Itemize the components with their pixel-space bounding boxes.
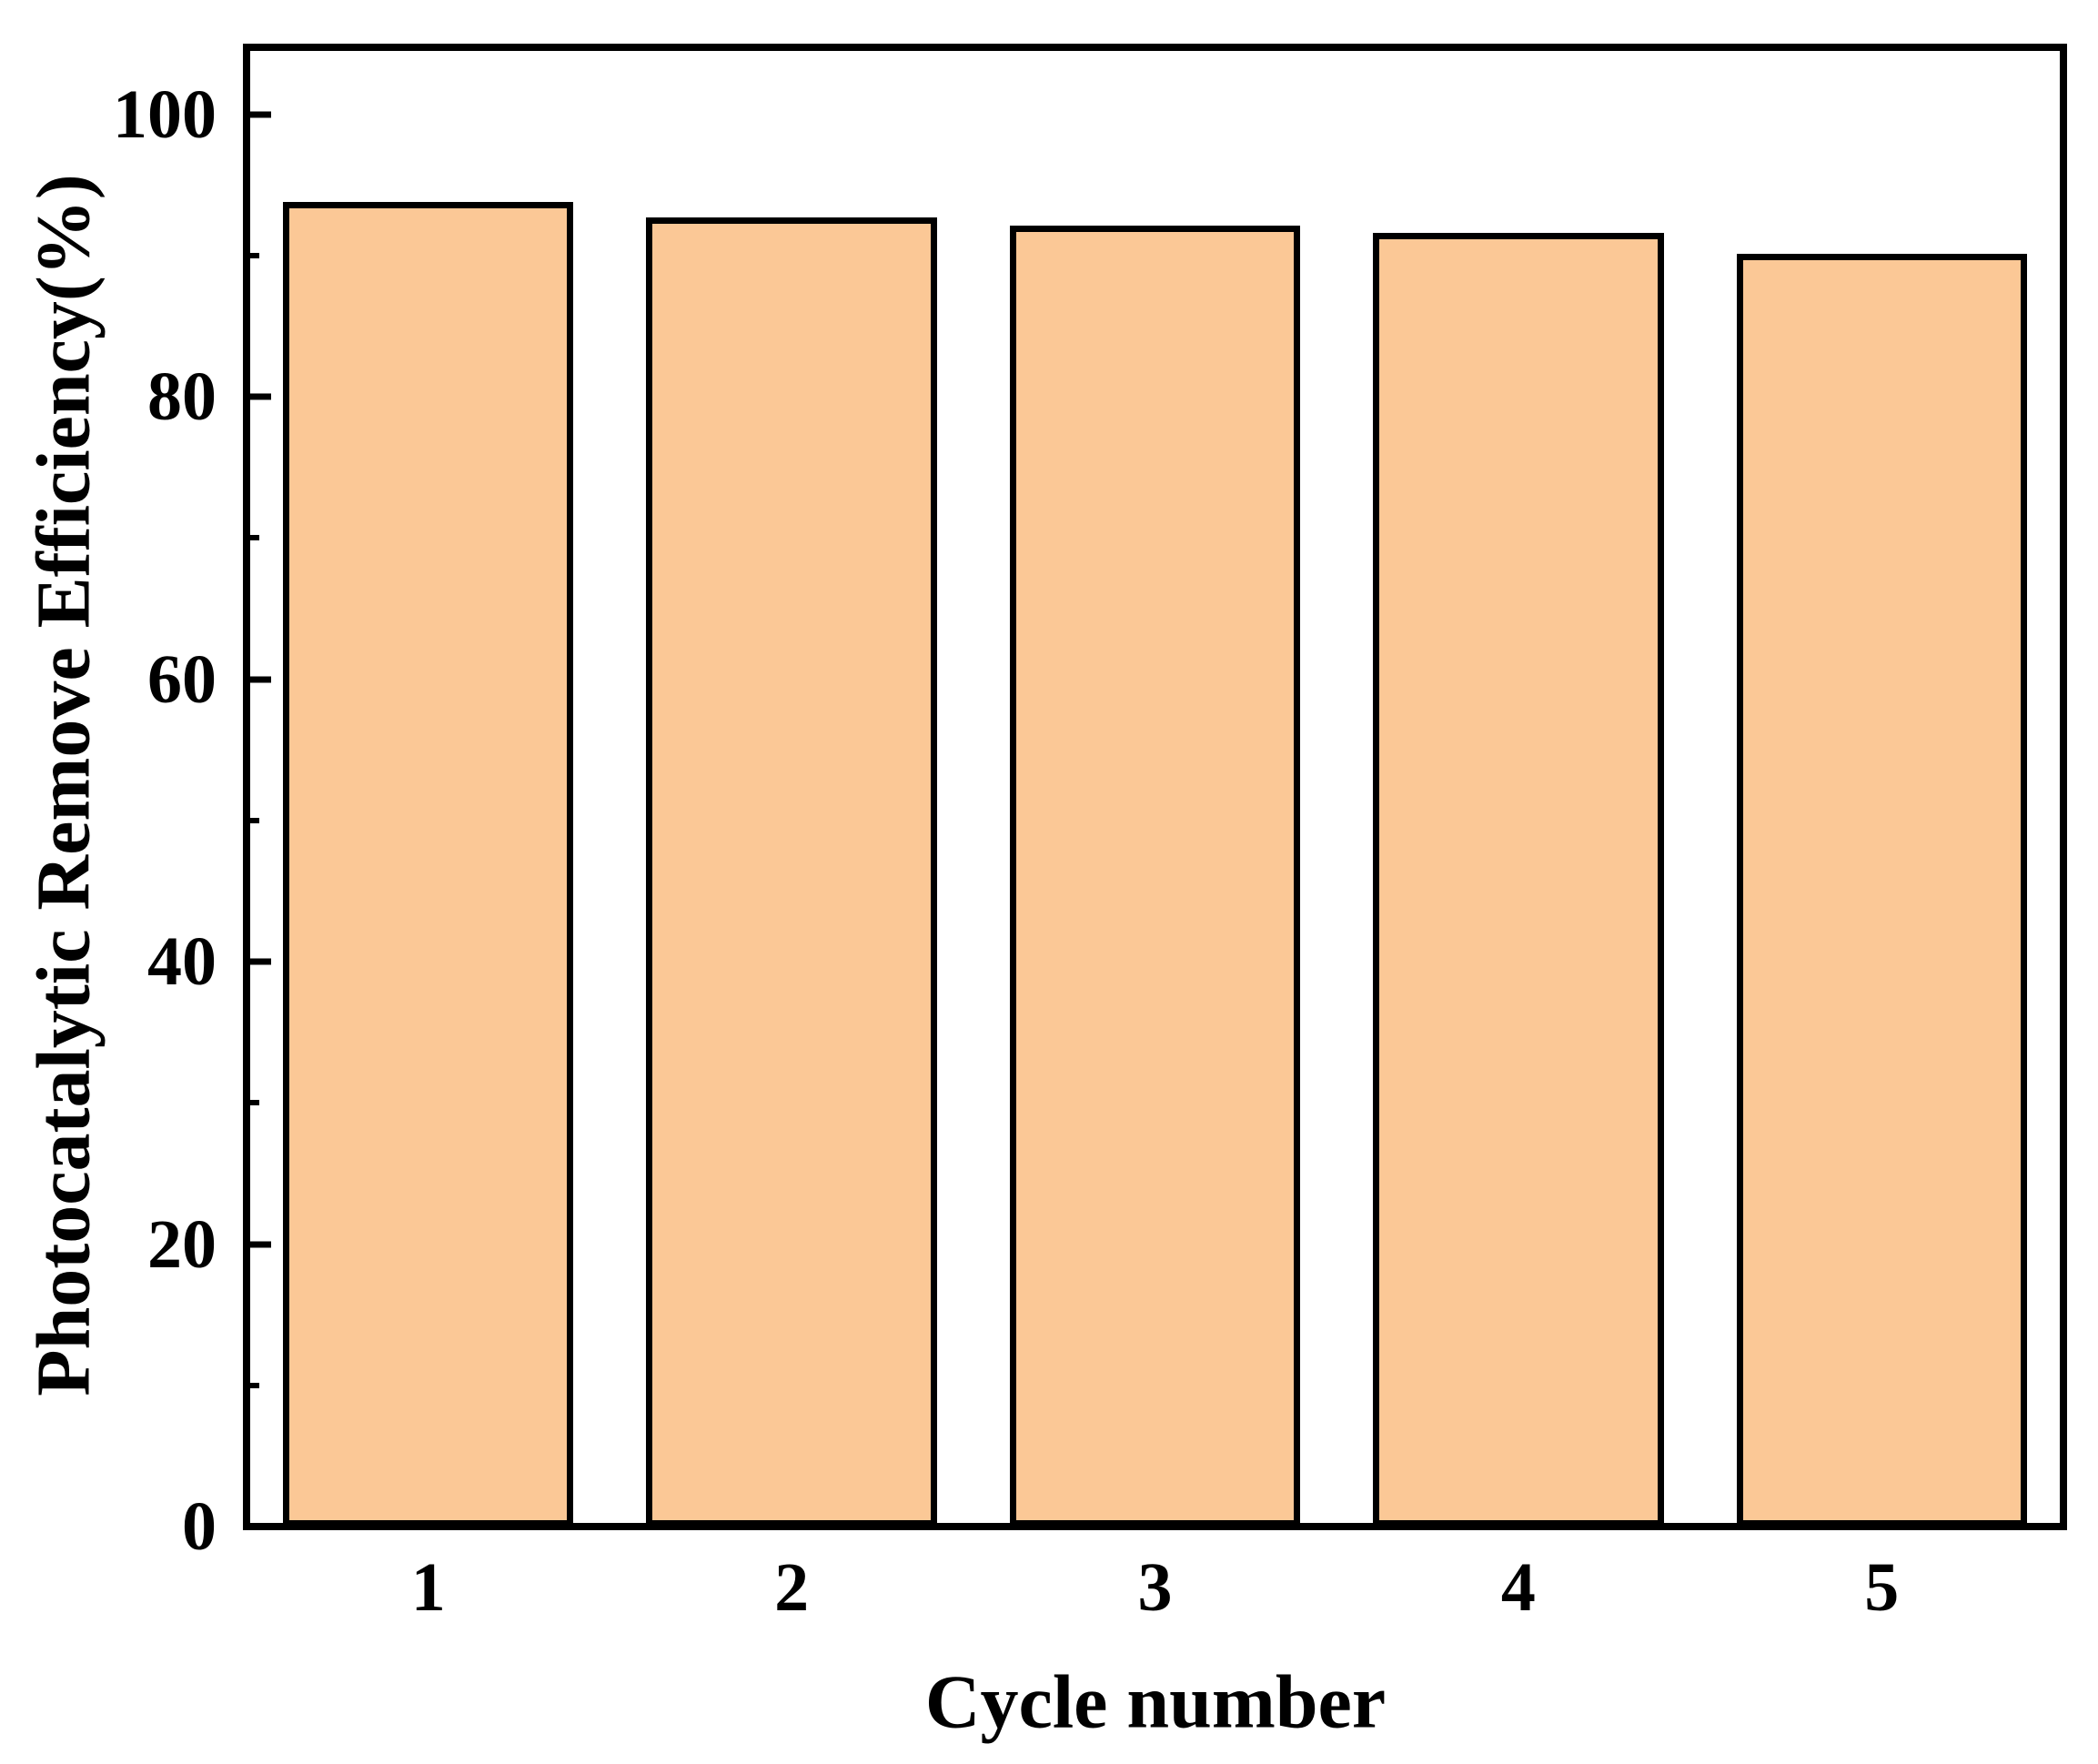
y-minor-tick <box>247 1100 259 1106</box>
y-tick-label: 100 <box>113 76 217 153</box>
bar-cycle-1 <box>282 201 574 1527</box>
x-tick-label: 2 <box>774 1549 810 1626</box>
y-tick-label: 20 <box>147 1205 217 1283</box>
x-tick-label: 5 <box>1864 1549 1900 1626</box>
y-minor-tick <box>247 535 259 541</box>
y-major-tick <box>247 1523 271 1530</box>
bar-cycle-5 <box>1736 254 2028 1527</box>
x-tick-label: 1 <box>410 1549 446 1626</box>
y-minor-tick <box>247 252 259 258</box>
plot-layer <box>247 44 2063 1530</box>
y-major-tick <box>247 393 271 400</box>
y-major-tick <box>247 676 271 683</box>
bar-cycle-3 <box>1009 226 1301 1527</box>
y-tick-label: 80 <box>147 358 217 436</box>
x-tick-label: 3 <box>1137 1549 1173 1626</box>
y-major-tick <box>247 111 271 118</box>
y-major-tick <box>247 958 271 965</box>
y-tick-label: 0 <box>182 1488 217 1565</box>
y-major-tick <box>247 1241 271 1248</box>
y-tick-label: 60 <box>147 640 217 718</box>
x-axis-title: Cycle number <box>924 1659 1387 1745</box>
bar-cycle-2 <box>646 217 937 1527</box>
y-minor-tick <box>247 1382 259 1388</box>
bar-cycle-4 <box>1373 233 1664 1527</box>
y-minor-tick <box>247 817 259 823</box>
x-tick-label: 4 <box>1500 1549 1536 1626</box>
y-tick-label: 40 <box>147 923 217 1001</box>
y-axis-title: Photocatalytic Remove Efficiency(%) <box>21 174 106 1396</box>
